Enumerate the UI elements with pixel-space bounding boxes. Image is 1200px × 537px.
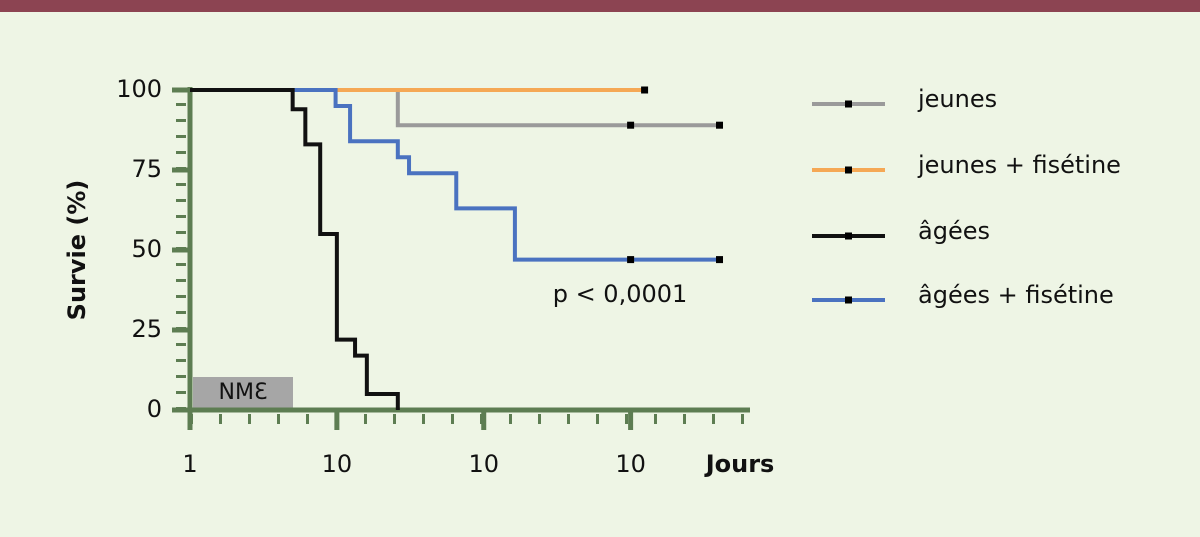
censor-mark <box>627 256 635 264</box>
x-tick-label: 10 <box>615 450 646 478</box>
y-tick-label: 100 <box>116 75 162 103</box>
x-tick-label: 10 <box>468 450 499 478</box>
top-bar <box>0 0 1200 12</box>
censor-mark <box>641 86 649 94</box>
y-tick-label: 75 <box>131 155 162 183</box>
legend-marker <box>845 232 852 240</box>
legend-label: jeunes + fisétine <box>917 151 1121 179</box>
p-value: p < 0,0001 <box>553 280 688 308</box>
censor-mark <box>716 256 724 264</box>
legend-label: jeunes <box>917 85 997 113</box>
y-tick-label: 0 <box>147 395 162 423</box>
legend-marker <box>845 166 852 174</box>
y-tick-label: 50 <box>131 235 162 263</box>
legend-label: âgées <box>918 217 990 245</box>
survival-curve <box>190 88 400 410</box>
censor-mark <box>627 121 635 129</box>
nme-box <box>193 377 293 408</box>
survival-curve <box>190 88 720 262</box>
y-axis-label: Survie (%) <box>63 180 91 321</box>
legend-marker <box>845 100 852 108</box>
censor-mark <box>716 121 724 129</box>
y-tick-label: 25 <box>131 315 162 343</box>
x-tick-label: 1 <box>182 450 197 478</box>
x-tick-label: 10 <box>322 450 353 478</box>
legend-marker <box>845 296 852 304</box>
x-axis-label: Jours <box>704 450 775 478</box>
survival-curve <box>190 88 720 128</box>
legend-label: âgées + fisétine <box>918 281 1114 309</box>
nme-label: NMƐ <box>219 380 268 405</box>
